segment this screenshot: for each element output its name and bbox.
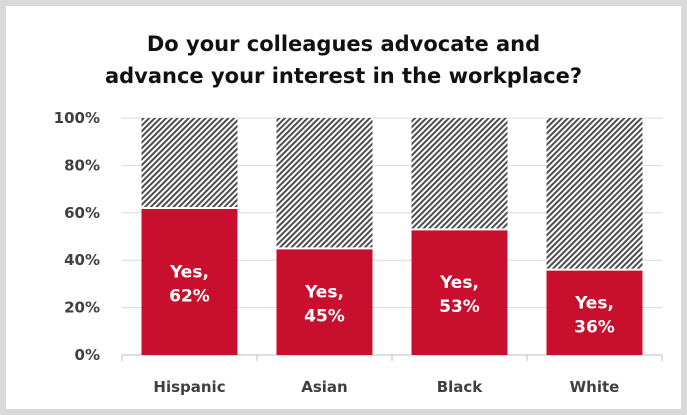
bar-segment-remainder	[276, 118, 373, 249]
bar-segment-remainder	[411, 118, 508, 230]
chart-title-line-2: advance your interest in the workplace?	[104, 64, 583, 88]
x-category-label: Hispanic	[153, 378, 225, 396]
bar-segment-yes	[411, 229, 508, 355]
bar-segment-yes	[141, 208, 238, 355]
bar-label-prefix: Yes,	[574, 293, 614, 313]
bar-label-prefix: Yes,	[169, 263, 209, 283]
x-category-label: White	[570, 378, 620, 396]
x-category-label: Asian	[301, 378, 347, 396]
y-tick-label: 80%	[64, 156, 100, 174]
y-tick-label: 100%	[54, 109, 100, 127]
bar-segment-remainder	[141, 118, 238, 209]
bar-label-value: 62%	[169, 287, 210, 307]
bar-segment-remainder	[546, 118, 643, 270]
bar-segment-yes	[276, 248, 373, 355]
bar-label-prefix: Yes,	[439, 273, 479, 293]
chart-title: Do your colleagues advocate and advance …	[0, 28, 687, 92]
bar-segment-yes	[546, 269, 643, 355]
x-category-label: Black	[437, 378, 484, 396]
bar-label-value: 36%	[574, 317, 615, 337]
bar-label-value: 53%	[439, 297, 480, 317]
chart-title-line-1: Do your colleagues advocate and	[146, 32, 541, 56]
y-tick-label: 60%	[64, 204, 100, 222]
bar-label-value: 45%	[304, 307, 345, 327]
y-tick-label: 0%	[75, 346, 100, 364]
y-tick-label: 20%	[64, 299, 100, 317]
y-tick-label: 40%	[64, 251, 100, 269]
bar-label-prefix: Yes,	[304, 283, 344, 303]
